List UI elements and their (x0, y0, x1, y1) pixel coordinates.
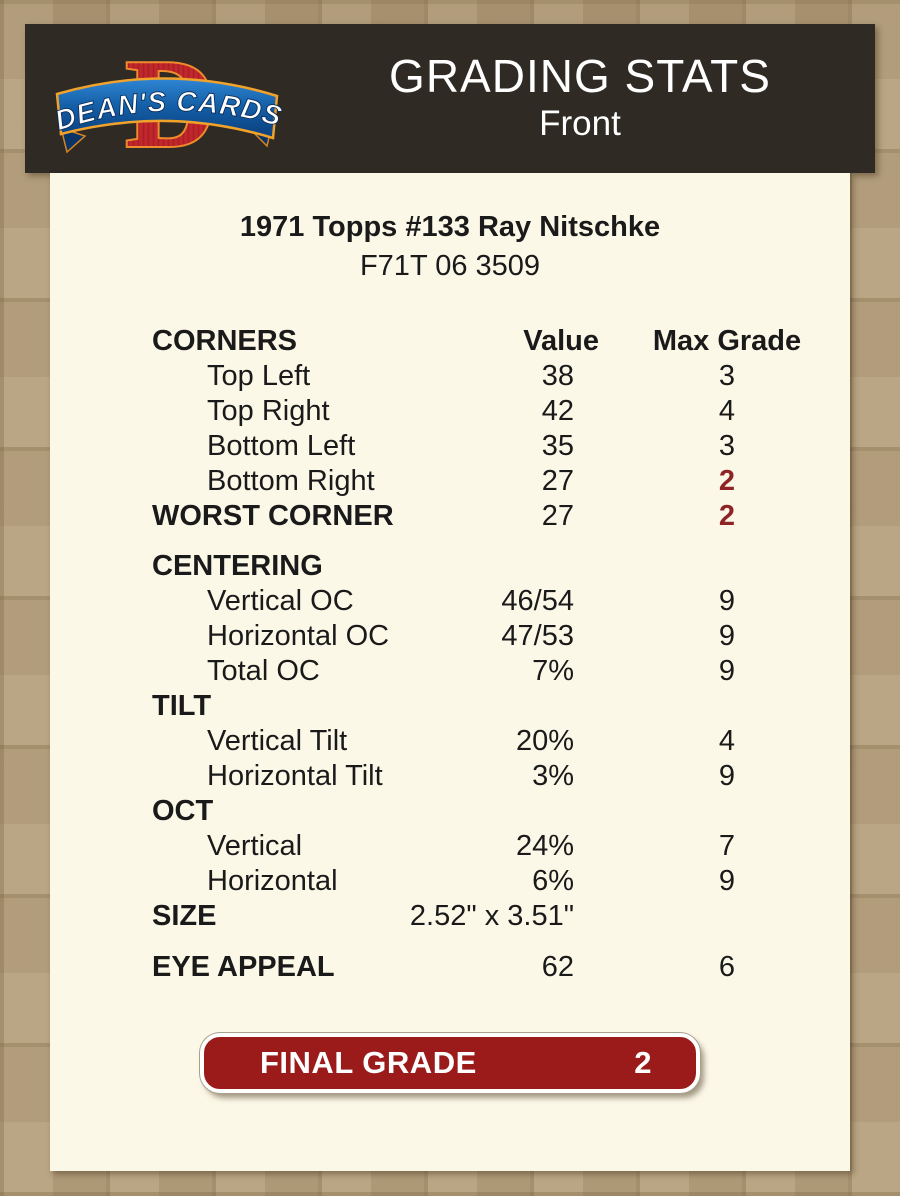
row-label: SIZE (152, 900, 217, 932)
row-label: Vertical (207, 830, 303, 862)
row-grade: 3 (718, 360, 736, 392)
row-grade: 9 (718, 585, 736, 617)
row-grade: 9 (718, 655, 736, 687)
row-value: 24% (515, 830, 574, 862)
row-grade: 4 (718, 395, 736, 427)
page-title: GRADING STATS (389, 49, 771, 102)
row-value: 27 (541, 465, 574, 497)
row-value: 38 (541, 360, 574, 392)
table-row: Vertical OC 46/54 9 (152, 584, 880, 619)
table-row: Vertical Tilt 20% 4 (152, 724, 880, 759)
row-value: 62 (541, 951, 574, 983)
row-grade: 2 (718, 500, 736, 532)
table-row: EYE APPEAL 62 6 (152, 950, 880, 985)
row-grade: 7 (718, 830, 736, 862)
row-value: 6% (532, 865, 574, 897)
row-value: 46/54 (501, 585, 574, 617)
card-code: F71T 06 3509 (359, 250, 541, 282)
table-row: Horizontal 6% 9 (152, 864, 880, 899)
row-grade: 9 (718, 865, 736, 897)
row-grade: 6 (718, 951, 736, 983)
row-grade: 9 (718, 760, 736, 792)
card-title: 1971 Topps #133 Ray Nitschke (239, 211, 661, 243)
row-value: 35 (541, 430, 574, 462)
deans-cards-logo: D D DEAN'S CARDS (51, 33, 285, 176)
table-row: Bottom Left 35 3 (152, 429, 880, 464)
stats-table-body: CORNERS Value Max Grade Top Left 38 3 To… (152, 324, 880, 985)
row-value: 3% (532, 760, 574, 792)
table-row: Horizontal OC 47/53 9 (152, 619, 880, 654)
final-grade-value: 2 (634, 1045, 652, 1080)
stats-table: CORNERS Value Max Grade Top Left 38 3 To… (152, 324, 880, 985)
table-row: Top Left 38 3 (152, 359, 880, 394)
row-label: Horizontal (207, 865, 338, 897)
row-grade: 4 (718, 725, 736, 757)
row-value: 42 (541, 395, 574, 427)
table-row: TILT (152, 689, 880, 724)
row-label: TILT (152, 690, 212, 722)
row-value: 20% (515, 725, 574, 757)
row-value: Value (523, 325, 599, 357)
table-row: WORST CORNER 27 2 (152, 499, 880, 534)
row-label: OCT (152, 795, 214, 827)
row-label: Bottom Left (207, 430, 356, 462)
table-row: Bottom Right 27 2 (152, 464, 880, 499)
table-row: Horizontal Tilt 3% 9 (152, 759, 880, 794)
table-row: CENTERING (152, 549, 880, 584)
row-grade: 2 (718, 465, 736, 497)
row-label: Top Right (207, 395, 330, 427)
page-header: D D DEAN'S CARDS GRADING STATS Front (25, 24, 875, 176)
table-row: Total OC 7% 9 (152, 654, 880, 689)
row-label: Top Left (207, 360, 311, 392)
table-row: OCT (152, 794, 880, 829)
row-value: 27 (541, 500, 574, 532)
row-label: WORST CORNER (152, 500, 394, 532)
row-label: CORNERS (152, 325, 298, 357)
row-spacer (152, 934, 880, 950)
table-row: CORNERS Value Max Grade (152, 324, 880, 359)
row-grade: 9 (718, 620, 736, 652)
final-grade-bar: FINAL GRADE 2 (200, 1033, 700, 1093)
row-value: 2.52" x 3.51" (409, 900, 574, 932)
row-label: CENTERING (152, 550, 323, 582)
table-row: Top Right 42 4 (152, 394, 880, 429)
row-value: 7% (532, 655, 574, 687)
stats-panel: 1971 Topps #133 Ray Nitschke F71T 06 350… (50, 173, 850, 1171)
row-label: Horizontal Tilt (207, 760, 383, 792)
row-label: Vertical Tilt (207, 725, 348, 757)
table-row: SIZE 2.52" x 3.51" (152, 899, 880, 934)
row-label: EYE APPEAL (152, 951, 335, 983)
row-label: Total OC (207, 655, 320, 687)
row-label: Bottom Right (207, 465, 375, 497)
row-label: Vertical OC (207, 585, 354, 617)
row-grade: Max Grade (652, 325, 802, 357)
row-value: 47/53 (501, 620, 574, 652)
header-titles: GRADING STATS Front (285, 50, 875, 148)
row-spacer (152, 534, 880, 549)
ribbon-banner (55, 76, 279, 140)
deans-cards-logo-icon: D D DEAN'S CARDS (51, 33, 285, 176)
row-grade: 3 (718, 430, 736, 462)
row-label: Horizontal OC (207, 620, 390, 652)
page-subtitle: Front (539, 103, 621, 143)
final-grade-label: FINAL GRADE (260, 1045, 477, 1080)
table-row: Vertical 24% 7 (152, 829, 880, 864)
